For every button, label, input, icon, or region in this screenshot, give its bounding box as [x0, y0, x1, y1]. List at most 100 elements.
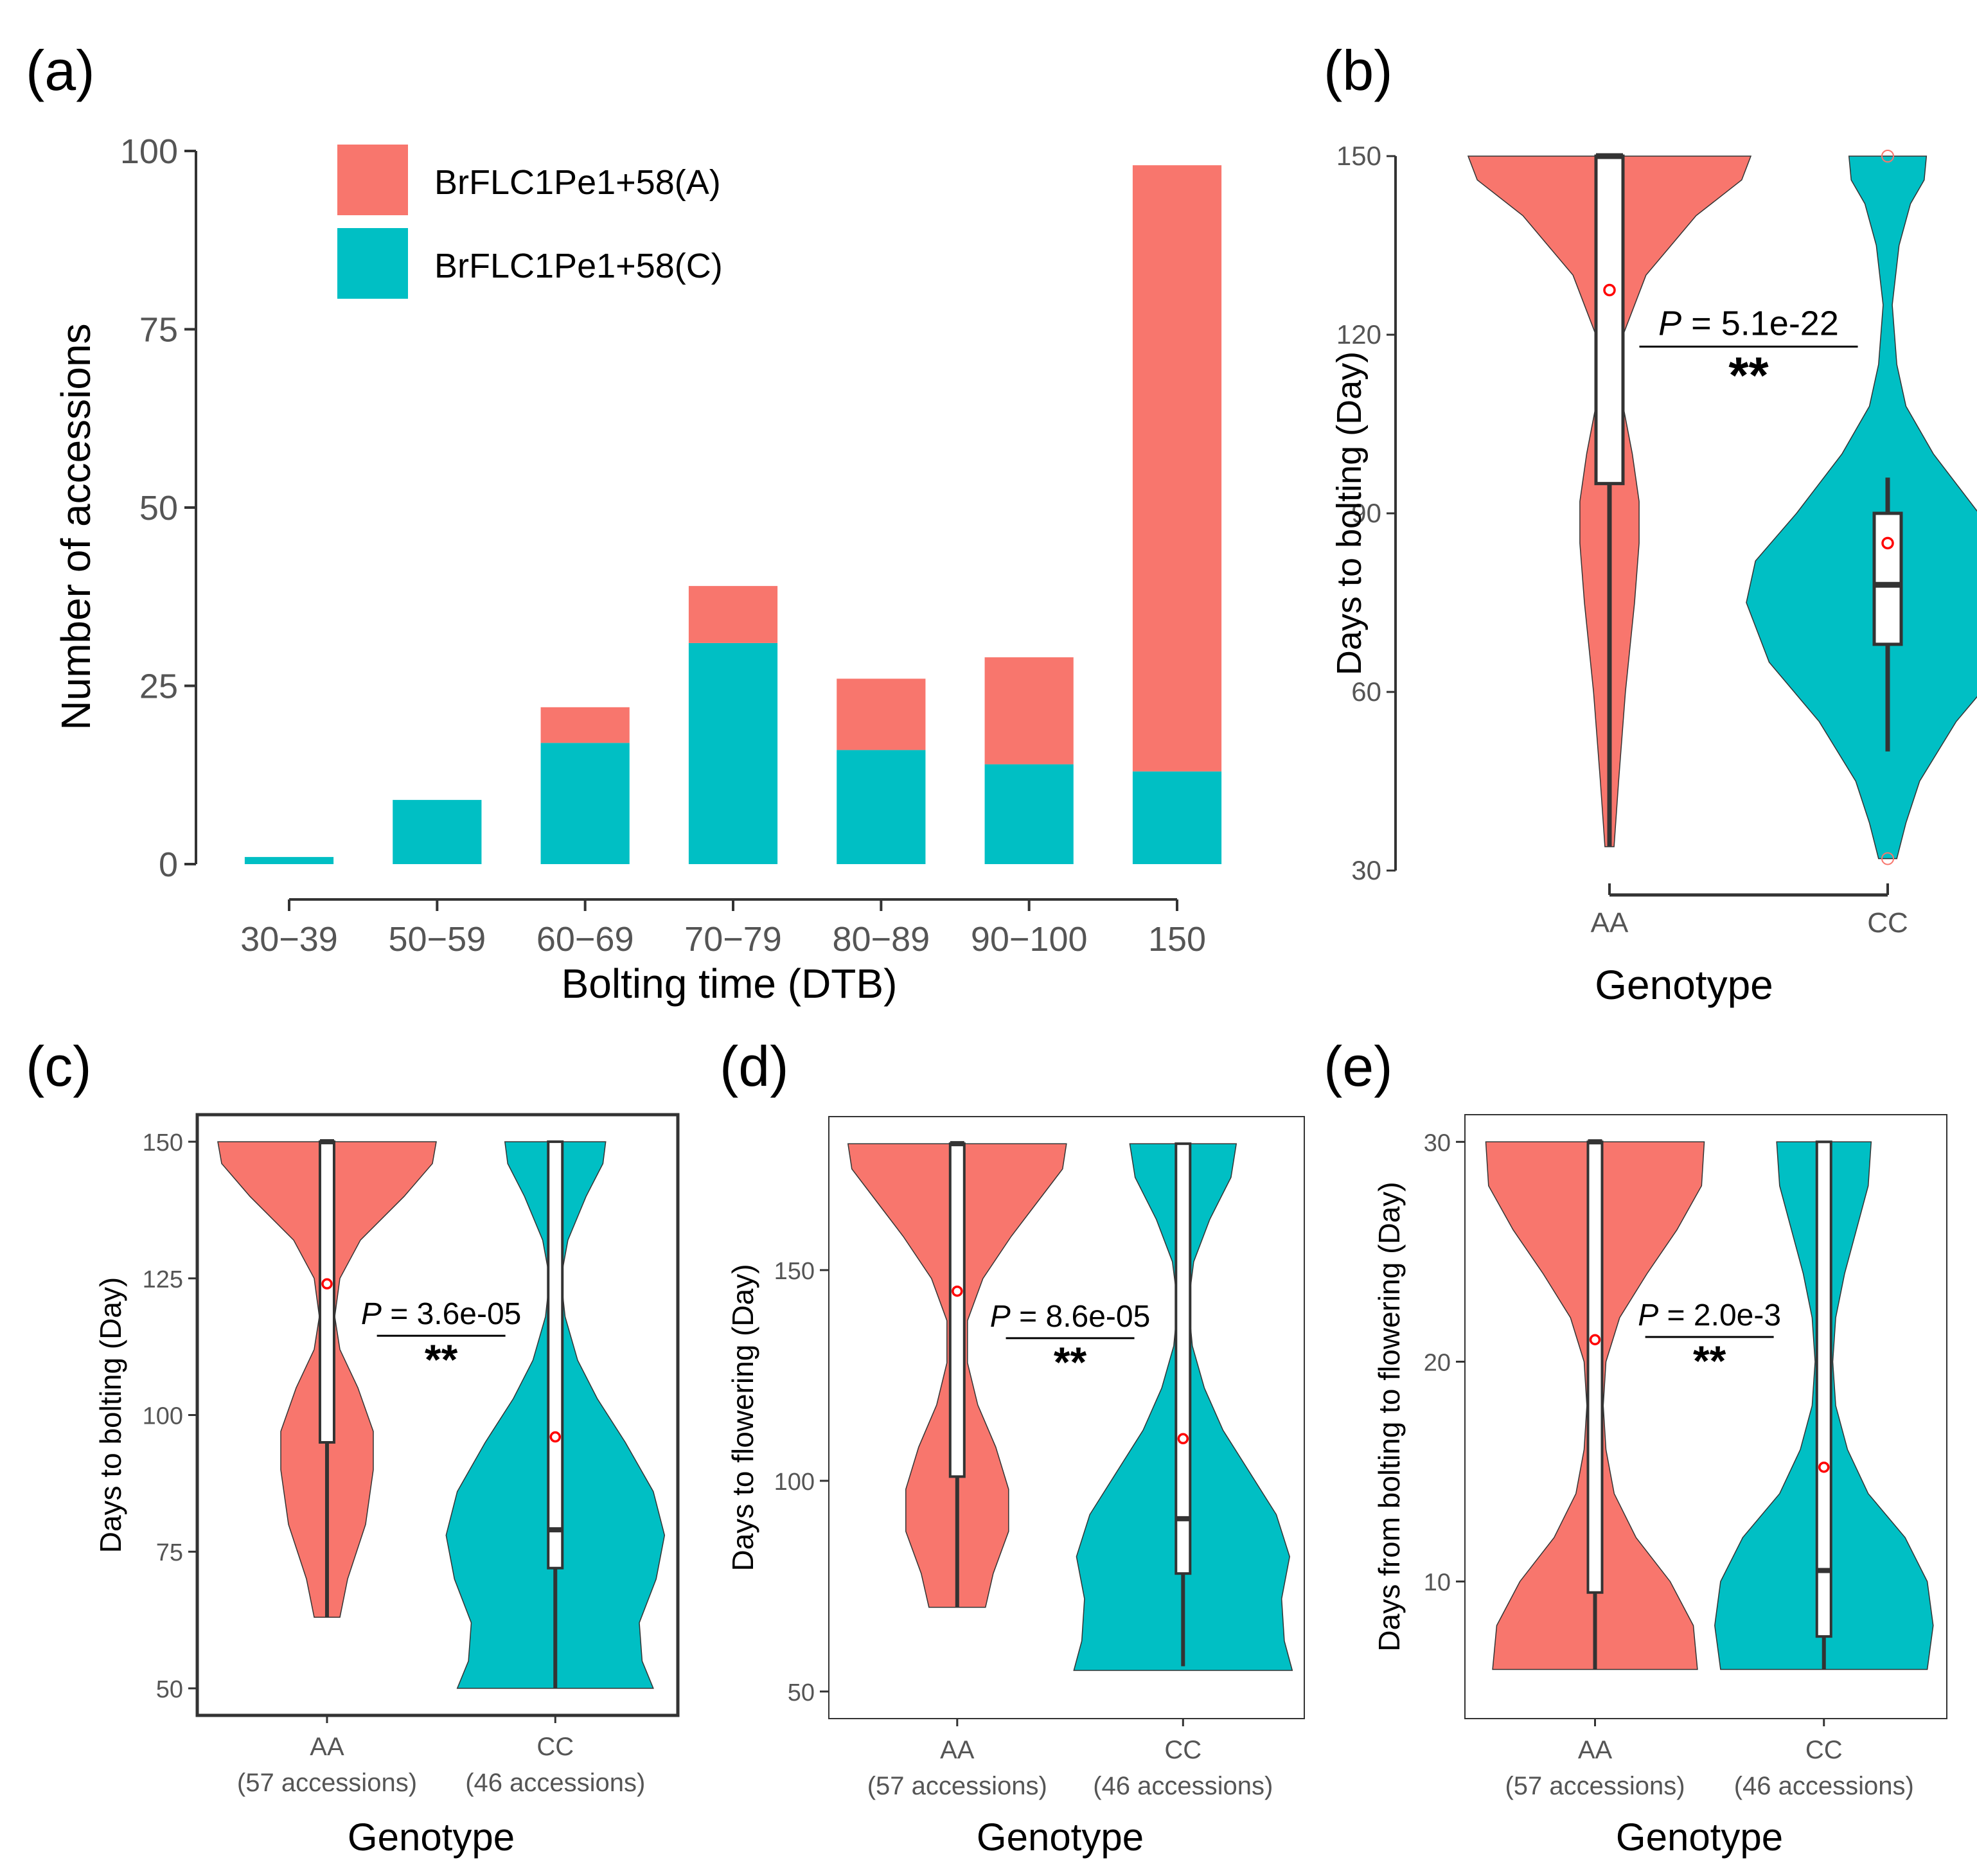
- p-value-annotation: P = 5.1e-22: [1658, 305, 1839, 343]
- panel-b-violin-chart: 30 60 90 120 150 AA CC Days to bolting (Day) Gen…: [1330, 141, 1977, 1008]
- legend-swatch-C: [337, 228, 408, 299]
- panel-a-ytick-label: 75: [139, 311, 178, 350]
- p-value: = 8.6e-05: [1011, 1300, 1151, 1334]
- mean-point-CC: [1177, 1433, 1189, 1445]
- panel-a-xtick-label: 150: [1148, 920, 1206, 959]
- panel-e-xtick-label: (46 accessions): [1734, 1772, 1914, 1800]
- panel-e-ylabel: Days from bolting to flowering (Day): [1372, 1181, 1406, 1651]
- panel-b-ytick-label: 30: [1351, 855, 1381, 885]
- panel-d-ytick-label: 100: [774, 1469, 815, 1496]
- mean-point-CC: [1881, 536, 1894, 550]
- panel-b-ylabel: Days to bolting (Day): [1330, 351, 1369, 675]
- panel-c-violin-chart: 50 75 100 125 150 AA (57 accessions) CC (46 acce…: [94, 1113, 680, 1859]
- panel-a-xtick-label: 60−69: [536, 920, 634, 959]
- panel-a-xlabel: Bolting time (DTB): [562, 960, 898, 1007]
- panel-c-xtick-label: AA: [310, 1733, 344, 1761]
- panel-label-a: (a): [26, 39, 95, 102]
- bar-A-6: [1132, 165, 1222, 772]
- panel-e-xtick-label: CC: [1805, 1736, 1843, 1764]
- box-AA: [1586, 1140, 1604, 1594]
- panel-e-ytick-label: 30: [1424, 1129, 1451, 1156]
- bar-C-6: [1132, 771, 1222, 864]
- p-value: = 3.6e-05: [382, 1297, 522, 1331]
- panel-label-c: (c): [26, 1034, 92, 1098]
- box-CC: [1815, 1140, 1832, 1638]
- panel-label-b: (b): [1324, 39, 1393, 102]
- panel-d-ytick-label: 50: [788, 1679, 815, 1706]
- p-value-annotation: P = 3.6e-05: [361, 1297, 522, 1331]
- box-CC: [547, 1140, 564, 1570]
- panel-d-xtick-label: AA: [940, 1736, 975, 1764]
- panel-a-bar-chart: 0 25 50 75 100 30−39 50−59 60−69 70−79 80−89 90−10…: [53, 132, 1222, 1007]
- significance-stars: **: [1693, 1337, 1726, 1385]
- panel-b-ytick-label: 120: [1336, 319, 1381, 350]
- panel-label-e: (e): [1324, 1034, 1393, 1098]
- significance-stars: **: [1054, 1338, 1087, 1386]
- panel-d-xtick-label: (57 accessions): [867, 1772, 1047, 1800]
- panel-b-ytick-label: 150: [1336, 141, 1381, 171]
- panel-e-violin-chart: 10 20 30 AA (57 accessions) CC (46 accessions)…: [1372, 1114, 1947, 1859]
- panel-c-xtick-label: (46 accessions): [465, 1769, 645, 1797]
- panel-c-ylabel: Days to bolting (Day): [94, 1277, 127, 1553]
- panel-e-ytick-label: 20: [1424, 1349, 1451, 1376]
- p-label: P: [1658, 305, 1681, 343]
- panel-b-xtick-label: CC: [1867, 907, 1908, 939]
- legend-label-A: BrFLC1Pe1+58(A): [434, 163, 721, 202]
- bar-A-5: [984, 657, 1074, 765]
- panel-e-ytick-label: 10: [1424, 1570, 1451, 1597]
- p-value-annotation: P = 2.0e-3: [1638, 1298, 1781, 1332]
- bar-C-5: [984, 764, 1074, 864]
- panel-b-ytick-label: 90: [1351, 498, 1381, 528]
- panel-c-ytick-label: 50: [156, 1676, 183, 1703]
- panel-a-xtick-label: 30−39: [240, 920, 338, 959]
- p-value-annotation: P = 8.6e-05: [990, 1300, 1151, 1334]
- p-label: P: [361, 1297, 382, 1331]
- panel-d-xlabel: Genotype: [977, 1816, 1144, 1859]
- panel-d-xtick-label: (46 accessions): [1093, 1772, 1273, 1800]
- box-AA: [948, 1142, 966, 1478]
- panel-c-ytick-label: 75: [156, 1539, 183, 1566]
- mean-point-AA: [1603, 283, 1616, 297]
- violin-CC: [1746, 155, 1977, 860]
- p-value: = 5.1e-22: [1681, 305, 1839, 343]
- panel-d-xtick-label: CC: [1164, 1736, 1201, 1764]
- panel-c-xtick-label: CC: [536, 1733, 574, 1761]
- panel-e-xtick-label: (57 accessions): [1505, 1772, 1685, 1800]
- panel-c-xtick-label: (57 accessions): [237, 1769, 417, 1797]
- bar-A-3: [688, 586, 778, 643]
- panel-a-ytick-label: 100: [120, 132, 178, 171]
- outlier-point: [1881, 150, 1894, 163]
- legend-swatch-A: [337, 145, 408, 215]
- mean-point-AA: [952, 1285, 963, 1297]
- panel-a-xtick-label: 80−89: [832, 920, 930, 959]
- bar-C-0: [244, 856, 334, 864]
- panel-d-frame: [828, 1116, 1305, 1719]
- significance-stars: **: [1728, 347, 1769, 404]
- bar-A-2: [540, 707, 630, 743]
- panel-a-xtick-label: 70−79: [684, 920, 782, 959]
- panel-label-d: (d): [720, 1034, 789, 1098]
- panel-a-ytick-label: 25: [139, 668, 178, 706]
- box-CC: [1872, 511, 1903, 646]
- panel-d-ytick-label: 150: [774, 1258, 815, 1285]
- legend-label-C: BrFLC1Pe1+58(C): [434, 247, 723, 285]
- panel-b-ytick-label: 60: [1351, 677, 1381, 707]
- panel-c-ytick-label: 150: [143, 1129, 183, 1156]
- bar-C-1: [393, 800, 482, 864]
- p-label: P: [990, 1300, 1011, 1334]
- panel-d-ylabel: Days to flowering (Day): [726, 1264, 759, 1571]
- panel-b-xlabel: Genotype: [1595, 962, 1773, 1008]
- panel-a-ylabel: Number of accessions: [53, 323, 99, 730]
- panel-e-xtick-label: AA: [1578, 1736, 1613, 1764]
- p-label: P: [1638, 1298, 1658, 1332]
- mean-point-AA: [321, 1278, 333, 1290]
- box-CC: [1175, 1142, 1192, 1575]
- panel-a-xtick-label: 90−100: [971, 920, 1088, 959]
- mean-point-CC: [549, 1431, 562, 1443]
- box-AA: [318, 1140, 335, 1444]
- panel-b-xtick-label: AA: [1591, 907, 1629, 939]
- panel-c-ytick-label: 125: [143, 1266, 183, 1293]
- panel-a-ytick-label: 0: [159, 845, 178, 884]
- mean-point-CC: [1818, 1461, 1830, 1473]
